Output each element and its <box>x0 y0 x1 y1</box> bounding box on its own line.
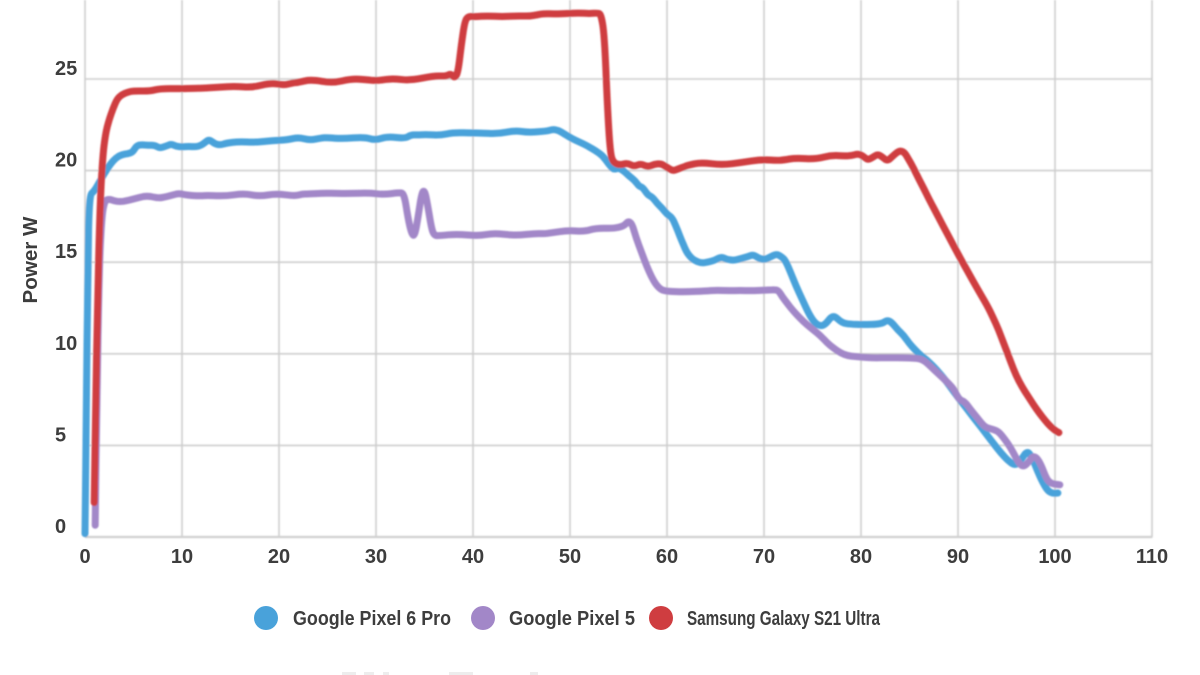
svg-text:40: 40 <box>462 546 484 568</box>
svg-text:80: 80 <box>850 546 872 568</box>
svg-text:100: 100 <box>1038 546 1071 568</box>
svg-text:Google Pixel 6 Pro: Google Pixel 6 Pro <box>293 608 451 630</box>
svg-text:10: 10 <box>171 546 193 568</box>
svg-text:5: 5 <box>55 424 66 446</box>
svg-text:10: 10 <box>55 333 77 355</box>
svg-text:20: 20 <box>268 546 290 568</box>
svg-text:0: 0 <box>79 546 90 568</box>
svg-text:15: 15 <box>55 241 77 263</box>
svg-text:0: 0 <box>55 516 66 538</box>
svg-text:Google Pixel 5: Google Pixel 5 <box>509 608 635 630</box>
svg-text:Power W: Power W <box>20 216 42 303</box>
svg-text:110: 110 <box>1136 546 1168 568</box>
svg-text:50: 50 <box>559 546 581 568</box>
svg-text:20: 20 <box>55 150 77 172</box>
svg-text:70: 70 <box>753 546 775 568</box>
svg-text:25: 25 <box>55 58 77 80</box>
svg-text:30: 30 <box>365 546 387 568</box>
svg-text:Samsung Galaxy S21 Ultra: Samsung Galaxy S21 Ultra <box>687 608 881 630</box>
svg-text:60: 60 <box>656 546 678 568</box>
svg-text:90: 90 <box>947 546 969 568</box>
